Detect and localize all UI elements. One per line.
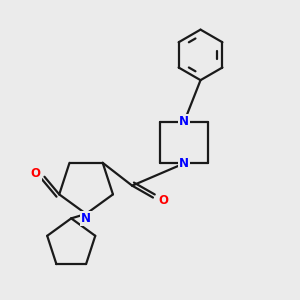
- Text: N: N: [179, 157, 189, 170]
- Text: N: N: [179, 115, 189, 128]
- Text: N: N: [81, 212, 91, 225]
- Text: O: O: [31, 167, 40, 180]
- Text: O: O: [158, 194, 168, 207]
